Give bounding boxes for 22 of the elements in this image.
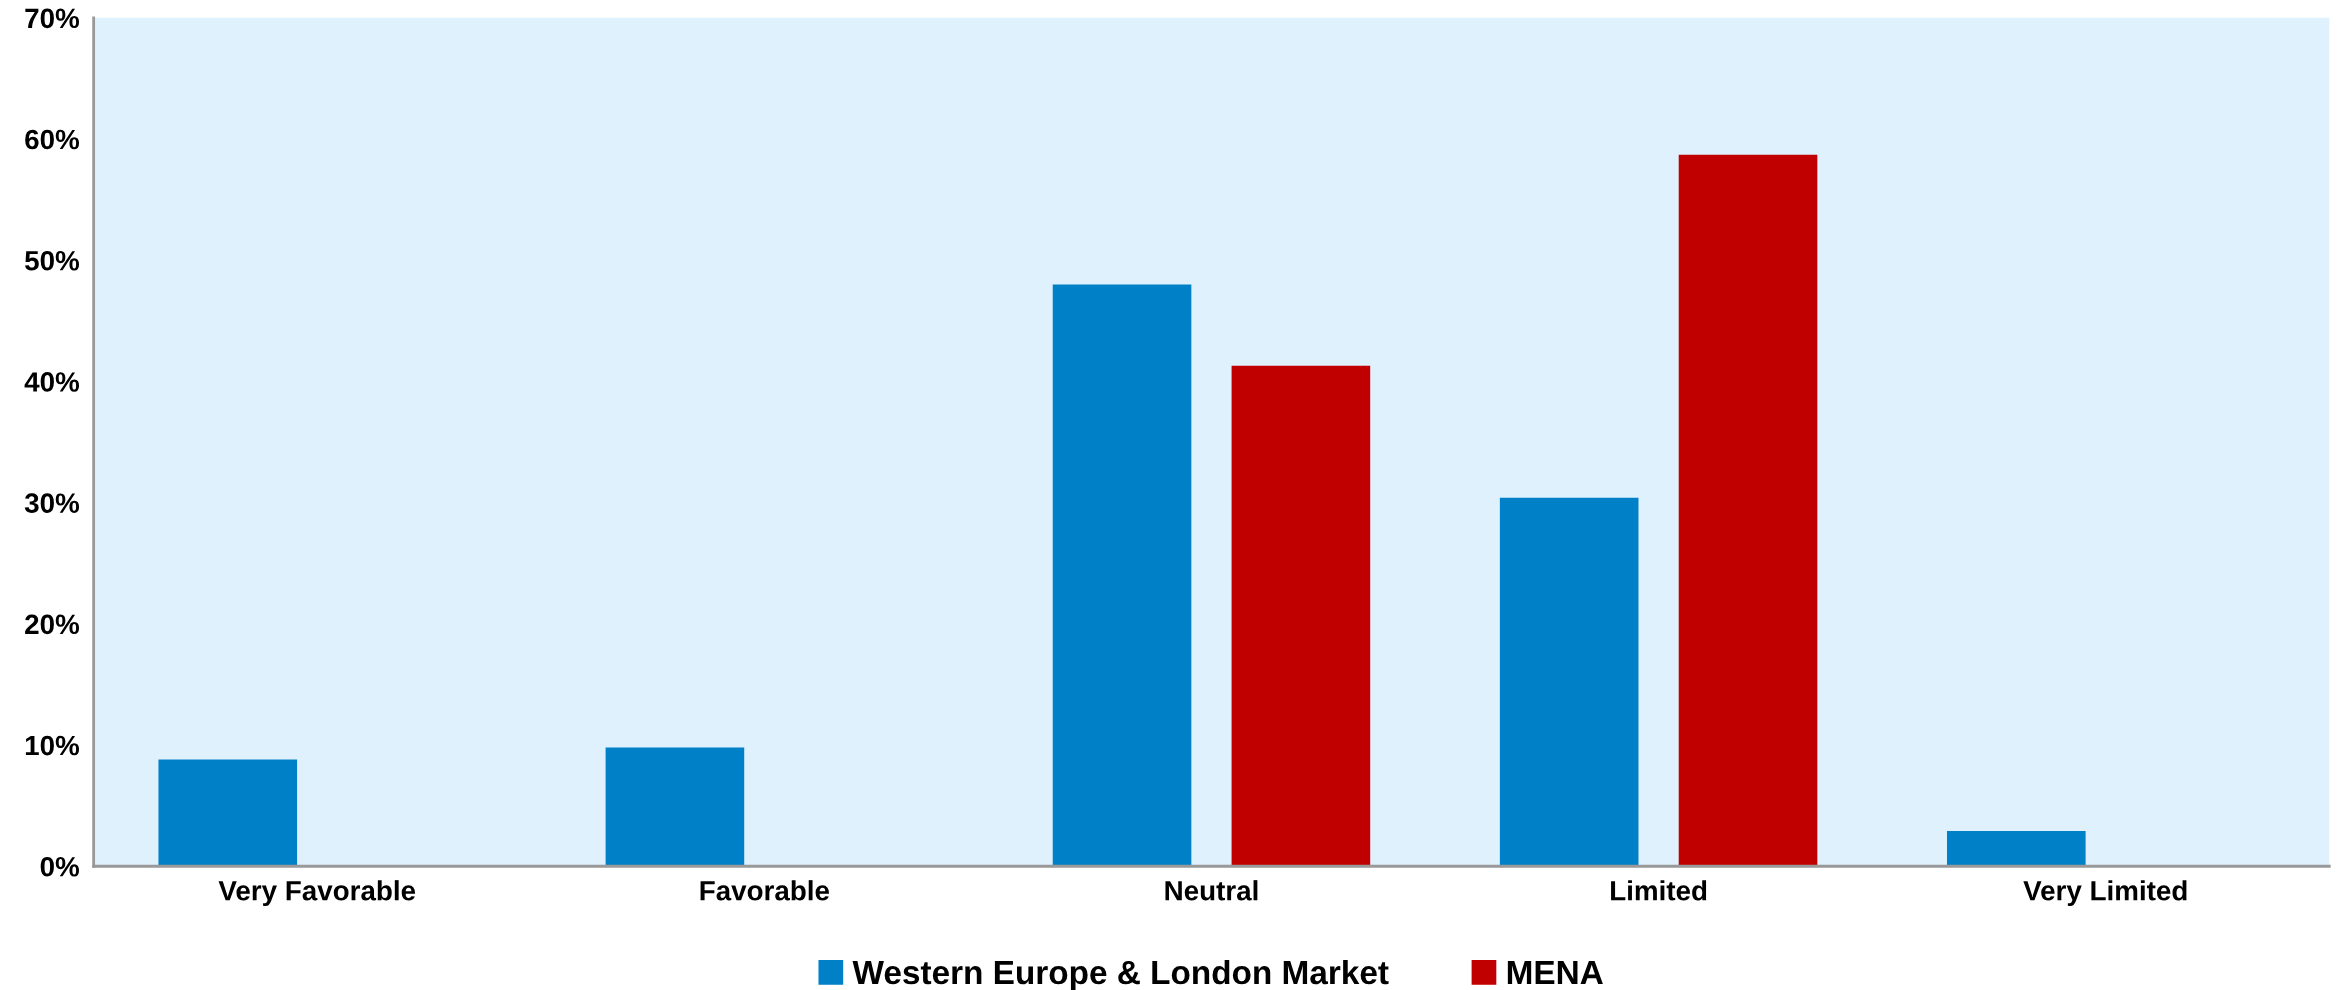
y-tick-label: 30% xyxy=(24,493,80,514)
bar xyxy=(1231,365,1371,867)
y-tick-label: 50% xyxy=(25,250,80,271)
y-tick-label: 70% xyxy=(25,8,80,29)
bar xyxy=(1499,497,1639,867)
bar xyxy=(1678,154,1818,867)
bar xyxy=(1947,831,2086,867)
x-tick-label: Neutral xyxy=(1165,880,1258,901)
y-tick-label: 60% xyxy=(25,129,80,150)
x-tick-label: Very Favorable xyxy=(218,880,416,907)
bar xyxy=(605,747,745,867)
y-tick-label: 0% xyxy=(40,856,80,877)
x-tick-label: Very Limited xyxy=(2023,880,2187,907)
legend-label: Western Europe & London Market xyxy=(852,959,1389,990)
y-tick-label: 40% xyxy=(24,372,80,392)
bar xyxy=(1052,284,1192,867)
x-tick-label: Favorable xyxy=(700,880,830,901)
y-tick-label: 10% xyxy=(25,735,80,756)
bar xyxy=(158,759,298,867)
x-tick-label: Limited xyxy=(1611,880,1707,901)
legend-label: MENA xyxy=(1507,961,1603,985)
y-tick-label: 20% xyxy=(25,614,80,635)
